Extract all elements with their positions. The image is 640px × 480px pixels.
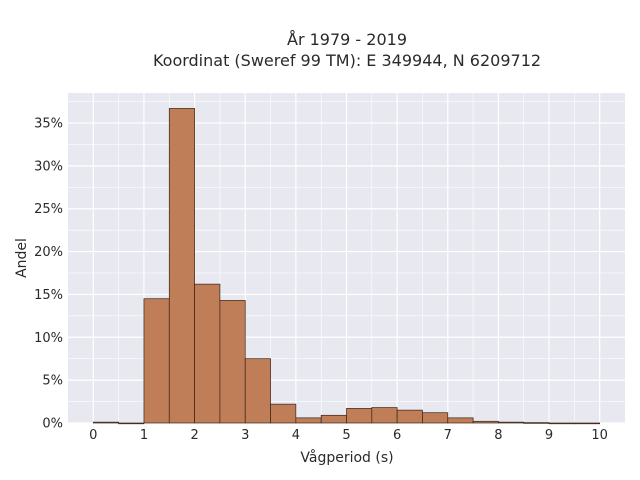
chart-title-line1: År 1979 - 2019 bbox=[287, 30, 407, 49]
histogram-bars bbox=[92, 108, 601, 425]
y-tick-label: 35% bbox=[34, 117, 63, 132]
histogram-bar bbox=[295, 417, 322, 424]
y-tick-label: 25% bbox=[34, 202, 63, 217]
y-axis-ticks: 0% 5% 10% 15% 20% 25% 30% 35% bbox=[34, 117, 63, 432]
histogram-bar bbox=[371, 407, 398, 424]
y-tick-label: 5% bbox=[42, 374, 63, 389]
histogram-bar bbox=[320, 414, 347, 424]
x-tick-label: 3 bbox=[241, 428, 249, 443]
histogram-bar bbox=[523, 422, 550, 424]
histogram-bar bbox=[574, 422, 601, 425]
x-tick-label: 5 bbox=[342, 428, 350, 443]
x-tick-label: 4 bbox=[292, 428, 300, 443]
histogram-bar bbox=[143, 298, 170, 424]
histogram-bar bbox=[270, 403, 297, 424]
histogram-bar bbox=[422, 412, 449, 424]
histogram-bar bbox=[168, 108, 195, 424]
histogram-bar bbox=[548, 422, 575, 425]
histogram-bar bbox=[346, 408, 373, 424]
x-tick-label: 7 bbox=[444, 428, 452, 443]
histogram-bar bbox=[92, 421, 119, 424]
y-tick-label: 0% bbox=[42, 417, 63, 432]
x-tick-label: 10 bbox=[591, 428, 608, 443]
x-tick-label: 8 bbox=[494, 428, 502, 443]
histogram-bar bbox=[498, 421, 525, 424]
histogram-bar bbox=[244, 358, 271, 424]
histogram-bar bbox=[472, 420, 499, 424]
y-tick-label: 30% bbox=[34, 159, 63, 174]
x-axis-label: Vågperiod (s) bbox=[300, 449, 393, 466]
histogram-bar bbox=[396, 409, 423, 424]
y-axis-label: Andel bbox=[14, 238, 30, 278]
y-tick-label: 10% bbox=[34, 331, 63, 346]
chart-title-line2: Koordinat (Sweref 99 TM): E 349944, N 62… bbox=[153, 51, 541, 70]
x-tick-label: 2 bbox=[190, 428, 198, 443]
histogram-bar bbox=[118, 422, 145, 425]
histogram-bar bbox=[219, 300, 246, 424]
y-tick-label: 20% bbox=[34, 245, 63, 260]
x-tick-label: 6 bbox=[393, 428, 401, 443]
histogram-bar bbox=[194, 283, 221, 424]
x-tick-label: 1 bbox=[140, 428, 148, 443]
y-tick-label: 15% bbox=[34, 288, 63, 303]
x-tick-label: 9 bbox=[545, 428, 553, 443]
x-tick-label: 0 bbox=[89, 428, 97, 443]
histogram-bar bbox=[447, 417, 474, 424]
x-axis-ticks: 0 1 2 3 4 5 6 7 8 9 10 bbox=[89, 428, 608, 443]
